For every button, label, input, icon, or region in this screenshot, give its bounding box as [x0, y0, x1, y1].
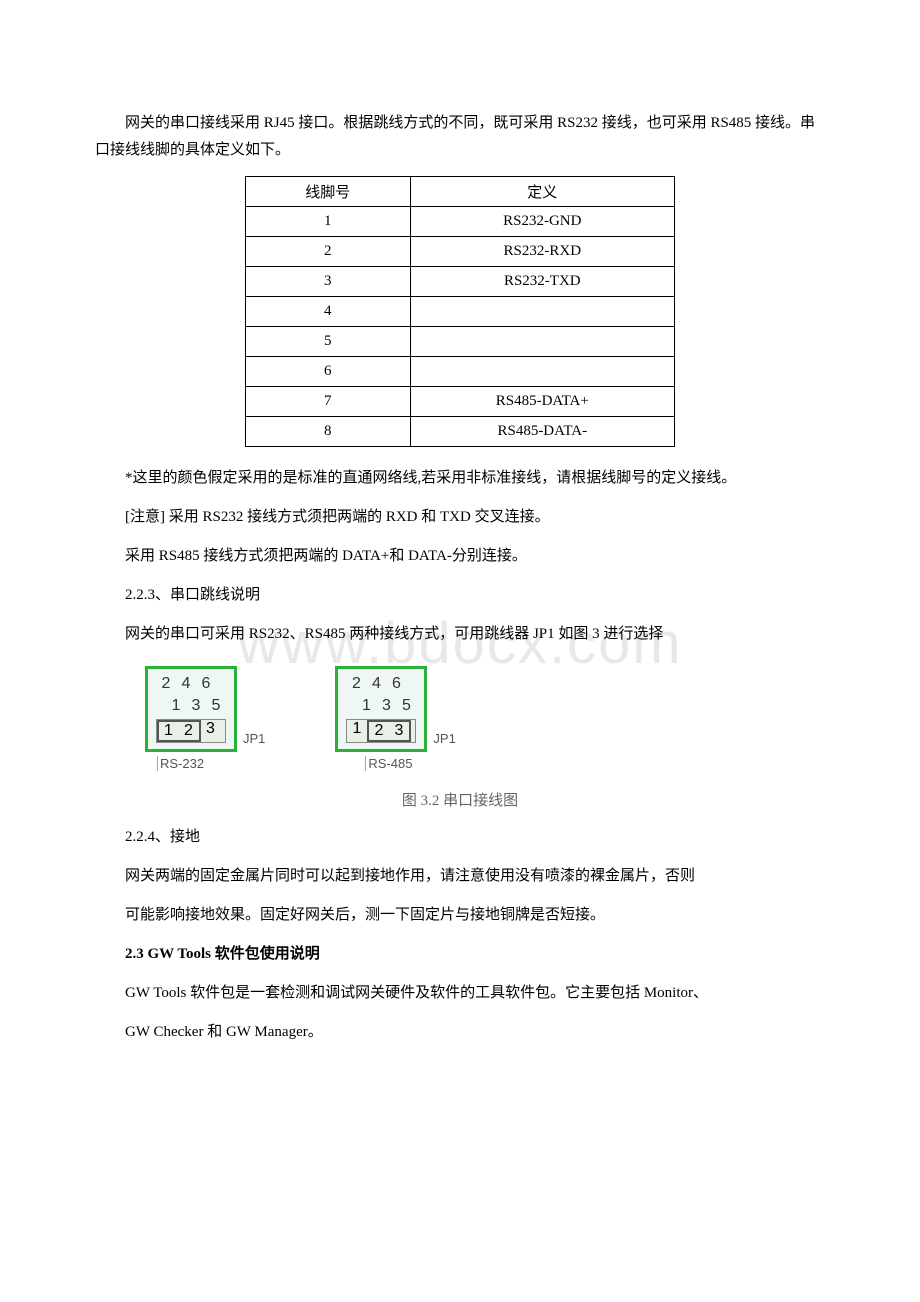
- table-row: 7RS485-DATA+: [246, 387, 675, 417]
- table-row: 1RS232-GND: [246, 207, 675, 237]
- pin-num: 3: [376, 697, 396, 715]
- header-def: 定义: [410, 177, 674, 207]
- table-row: 5: [246, 327, 675, 357]
- paragraph-note-color: *这里的颜色假定采用的是标准的直通网络线,若采用非标准接线，请根据线脚号的定义接…: [95, 465, 825, 492]
- document-content: 网关的串口接线采用 RJ45 接口。根据跳线方式的不同，既可采用 RS232 接…: [95, 110, 825, 1046]
- pin-num: 1: [159, 722, 179, 740]
- jp1-label: JP1: [243, 731, 265, 746]
- pin-num: 1: [166, 697, 186, 715]
- pin-num: 5: [206, 697, 226, 715]
- paragraph-ground2: 可能影响接地效果。固定好网关后，测一下固定片与接地铜牌是否短接。: [95, 902, 825, 929]
- jumper-panel-rs232: 2 4 6 1 3 5 1 2 3: [145, 666, 237, 752]
- rs232-label: RS-232: [157, 756, 265, 771]
- jumper-figure: 2 4 6 1 3 5 1 2 3: [145, 666, 825, 771]
- figure-caption: 图 3.2 串口接线图: [95, 789, 825, 810]
- table-row: 8RS485-DATA-: [246, 417, 675, 447]
- jp1-label: JP1: [433, 731, 455, 746]
- paragraph-note-rs232: [注意] 采用 RS232 接线方式须把两端的 RXD 和 TXD 交叉连接。: [95, 504, 825, 531]
- table-row: 6: [246, 357, 675, 387]
- jumper-rs485: 2 4 6 1 3 5 1 2 3: [335, 666, 455, 771]
- paragraph-ground1: 网关两端的固定金属片同时可以起到接地作用，请注意使用没有喷漆的裸金属片，否则: [95, 863, 825, 890]
- table-row: 3RS232-TXD: [246, 267, 675, 297]
- table-header-row: 线脚号 定义: [246, 177, 675, 207]
- pin-num: 2: [156, 675, 176, 693]
- pin-definition-table: 线脚号 定义 1RS232-GND 2RS232-RXD 3RS232-TXD …: [245, 176, 675, 447]
- rs485-label: RS-485: [365, 756, 455, 771]
- pin-num: 3: [201, 720, 221, 742]
- heading-223: 2.2.3、串口跳线说明: [95, 582, 825, 609]
- paragraph-gwtools2: GW Checker 和 GW Manager。: [95, 1019, 825, 1046]
- header-pin: 线脚号: [246, 177, 411, 207]
- jumper-select-rs485: 1 2 3: [346, 719, 416, 743]
- table-row: 2RS232-RXD: [246, 237, 675, 267]
- pin-num: 1: [356, 697, 376, 715]
- pin-num: 1: [347, 720, 367, 742]
- paragraph-intro: 网关的串口接线采用 RJ45 接口。根据跳线方式的不同，既可采用 RS232 接…: [95, 110, 825, 164]
- jumper-select-rs232: 1 2 3: [156, 719, 226, 743]
- jumper-panel-rs485: 2 4 6 1 3 5 1 2 3: [335, 666, 427, 752]
- paragraph-jumper-intro: 网关的串口可采用 RS232、RS485 两种接线方式，可用跳线器 JP1 如图…: [95, 621, 825, 648]
- pin-num: 5: [396, 697, 416, 715]
- pin-num: 4: [176, 675, 196, 693]
- heading-224: 2.2.4、接地: [95, 824, 825, 851]
- pin-num: 2: [346, 675, 366, 693]
- pin-num: 2: [369, 722, 389, 740]
- pin-num: 6: [386, 675, 406, 693]
- pin-num: 4: [366, 675, 386, 693]
- pin-num: 3: [186, 697, 206, 715]
- pin-num: 2: [179, 722, 199, 740]
- table-row: 4: [246, 297, 675, 327]
- jumper-rs232: 2 4 6 1 3 5 1 2 3: [145, 666, 265, 771]
- heading-23: 2.3 GW Tools 软件包使用说明: [95, 941, 825, 968]
- pin-num: 6: [196, 675, 216, 693]
- paragraph-note-rs485: 采用 RS485 接线方式须把两端的 DATA+和 DATA-分别连接。: [95, 543, 825, 570]
- pin-num: 3: [389, 722, 409, 740]
- paragraph-gwtools1: GW Tools 软件包是一套检测和调试网关硬件及软件的工具软件包。它主要包括 …: [95, 980, 825, 1007]
